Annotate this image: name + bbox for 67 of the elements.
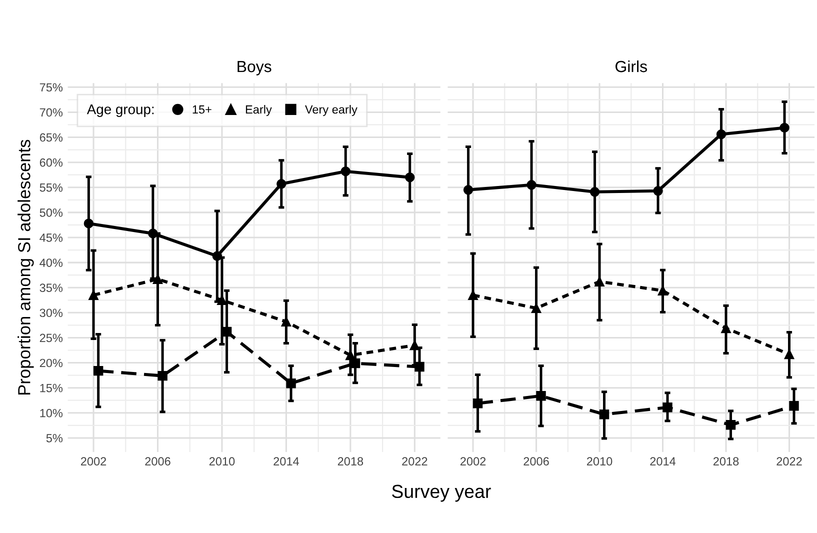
x-tick-label: 2022 <box>402 457 428 466</box>
y-tick-label: 15% <box>40 384 63 392</box>
point <box>152 274 163 284</box>
y-tick-label: 40% <box>40 258 63 267</box>
point <box>404 172 415 182</box>
point <box>726 420 736 430</box>
legend-label: 15+ <box>192 105 212 114</box>
x-tick-label: 2018 <box>713 457 739 466</box>
point <box>463 185 474 195</box>
y-tick-label: 65% <box>40 133 63 142</box>
point <box>599 410 610 420</box>
point <box>84 218 94 228</box>
y-tick-label: 70% <box>40 108 63 117</box>
y-tick-label: 30% <box>40 308 63 318</box>
x-tick-label: 2002 <box>460 457 486 466</box>
y-tick-label: 75% <box>40 83 63 92</box>
point <box>212 251 222 261</box>
x-tick-label: 2006 <box>145 457 170 466</box>
x-tick-label: 2002 <box>80 457 106 466</box>
x-tick-label: 2010 <box>209 457 235 466</box>
y-tick-label: 55% <box>40 183 63 192</box>
point <box>350 358 360 368</box>
point <box>217 295 227 305</box>
x-axis-title: Survey year <box>392 484 491 502</box>
y-tick-label: 35% <box>40 284 63 292</box>
point <box>88 290 98 300</box>
point <box>590 187 600 197</box>
legend-label: Early <box>246 105 272 116</box>
point <box>662 402 672 412</box>
y-tick-label: 20% <box>40 358 63 368</box>
point <box>780 122 790 133</box>
point <box>286 378 296 388</box>
point <box>148 228 158 238</box>
x-tick-label: 2018 <box>338 457 364 466</box>
legend-title: Age group: <box>86 104 154 117</box>
x-tick-label: 2006 <box>524 457 549 466</box>
point <box>721 323 731 334</box>
point <box>281 316 292 327</box>
y-tick-label: 5% <box>46 434 63 442</box>
y-tick-label: 45% <box>40 234 63 242</box>
point <box>158 370 168 381</box>
point <box>536 390 546 401</box>
y-tick-label: 10% <box>40 408 63 418</box>
point <box>789 401 799 411</box>
x-tick-label: 2014 <box>650 457 676 466</box>
point <box>526 180 536 190</box>
x-tick-label: 2010 <box>586 457 612 466</box>
point <box>594 276 604 286</box>
point <box>340 166 350 176</box>
point <box>716 129 726 140</box>
point <box>653 186 663 196</box>
legend-label: Very early <box>305 105 358 116</box>
y-tick-label: 50% <box>40 208 63 217</box>
point <box>276 179 286 189</box>
point <box>468 290 478 300</box>
y-axis-title: Proportion among SI adolescents <box>18 140 34 394</box>
point <box>410 340 420 350</box>
point <box>472 398 483 408</box>
point <box>93 366 104 376</box>
y-tick-label: 25% <box>40 334 63 342</box>
chart-title: Boys <box>238 61 272 76</box>
x-tick-label: 2014 <box>274 457 299 466</box>
chart-title: Girls <box>616 60 647 72</box>
point <box>414 362 424 372</box>
y-tick-label: 60% <box>40 158 63 167</box>
x-tick-label: 2022 <box>776 457 802 466</box>
point <box>222 326 232 337</box>
